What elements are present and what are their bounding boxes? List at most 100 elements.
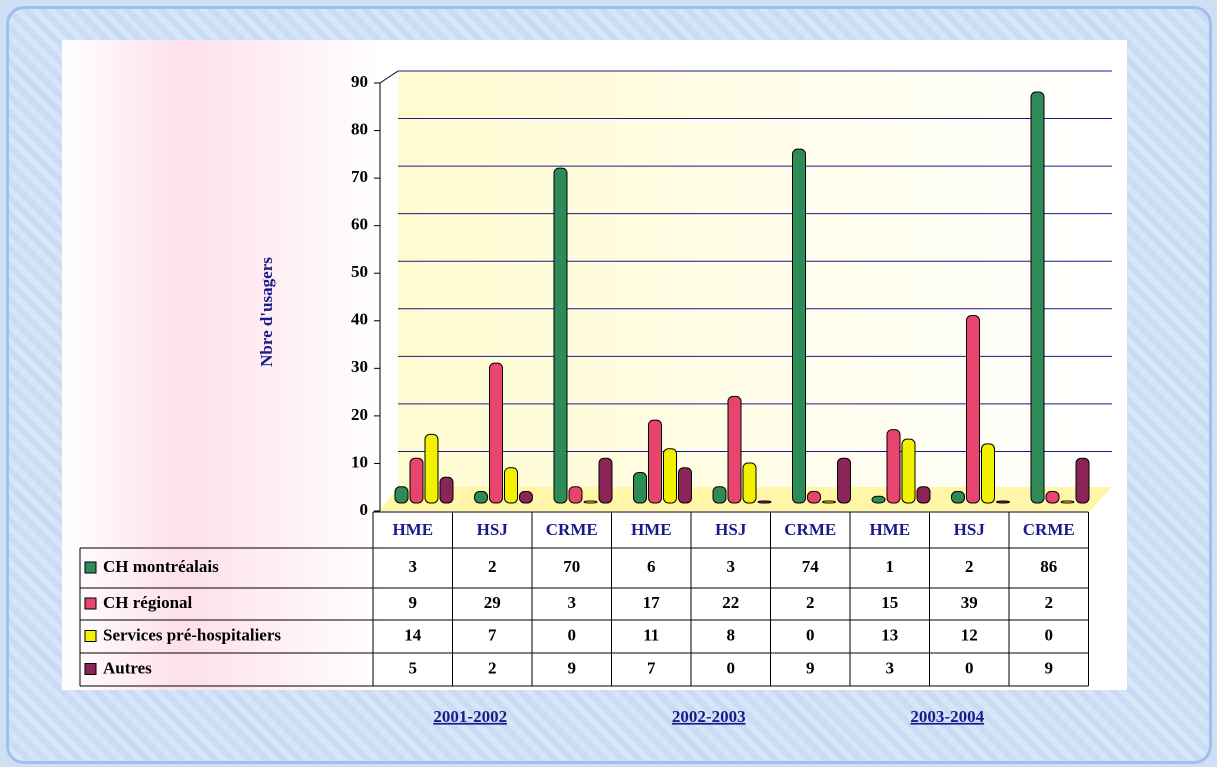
bar bbox=[489, 362, 503, 504]
table-cell: 3 bbox=[409, 557, 418, 576]
y-tick-label: 40 bbox=[351, 310, 368, 329]
table-cell: 9 bbox=[1045, 658, 1054, 677]
bar bbox=[886, 429, 901, 504]
table-cell: 2 bbox=[965, 557, 974, 576]
table-cell: 0 bbox=[1045, 625, 1054, 644]
bar bbox=[553, 167, 568, 504]
table-cell: 29 bbox=[484, 593, 501, 612]
table-cell: 3 bbox=[886, 658, 895, 677]
bar bbox=[757, 500, 772, 504]
wall-edge bbox=[379, 70, 399, 84]
bar bbox=[394, 486, 409, 504]
group-label: 2001-2002 bbox=[433, 707, 507, 726]
bar bbox=[474, 490, 488, 504]
bar bbox=[822, 500, 836, 504]
x-tick-label: HME bbox=[392, 520, 433, 539]
group-label: 2002-2003 bbox=[672, 707, 746, 726]
table-cell: 0 bbox=[727, 658, 736, 677]
x-tick-label: HME bbox=[631, 520, 672, 539]
table-cell: 11 bbox=[643, 625, 659, 644]
bar bbox=[916, 486, 931, 504]
bar bbox=[996, 500, 1010, 504]
legend-label: Autres bbox=[103, 658, 152, 677]
table-cell: 0 bbox=[806, 625, 815, 644]
bar bbox=[648, 419, 662, 504]
bar bbox=[727, 395, 742, 504]
table-cell: 22 bbox=[722, 593, 739, 612]
table-cell: 15 bbox=[881, 593, 898, 612]
legend-swatch bbox=[84, 663, 97, 675]
table-cell: 74 bbox=[802, 557, 820, 576]
table-cell: 13 bbox=[881, 625, 898, 644]
table-cell: 7 bbox=[647, 658, 656, 677]
table-cell: 9 bbox=[568, 658, 577, 677]
table-cell: 12 bbox=[961, 625, 978, 644]
y-tick-label: 50 bbox=[351, 262, 368, 281]
bar bbox=[712, 486, 727, 504]
legend-swatch bbox=[84, 597, 97, 610]
table-cell: 9 bbox=[806, 658, 815, 677]
bar bbox=[519, 490, 533, 504]
bar bbox=[807, 490, 821, 504]
bar bbox=[633, 471, 647, 504]
table-cell: 2 bbox=[488, 557, 497, 576]
bar bbox=[439, 476, 454, 504]
table-cell: 0 bbox=[568, 625, 577, 644]
back-wall bbox=[398, 71, 1112, 487]
legend-label: CH montréalais bbox=[103, 557, 219, 576]
table-cell: 0 bbox=[965, 658, 974, 677]
bar bbox=[424, 433, 439, 504]
bar bbox=[981, 443, 995, 504]
x-tick-label: HME bbox=[869, 520, 910, 539]
bar bbox=[1030, 91, 1045, 504]
table-cell: 14 bbox=[404, 625, 422, 644]
legend-label: CH régional bbox=[103, 593, 193, 612]
bar bbox=[663, 448, 677, 504]
x-tick-label: HSJ bbox=[715, 520, 747, 539]
y-tick-label: 10 bbox=[351, 452, 368, 471]
table-cell: 5 bbox=[409, 658, 418, 677]
bar bbox=[901, 438, 916, 504]
y-tick-label: 80 bbox=[351, 119, 368, 138]
table-cell: 6 bbox=[647, 557, 656, 576]
bar bbox=[583, 500, 598, 504]
table-cell: 7 bbox=[488, 625, 497, 644]
bar bbox=[598, 457, 613, 504]
table-cell: 3 bbox=[568, 593, 577, 612]
legend-label: Services pré-hospitaliers bbox=[103, 625, 281, 644]
bar bbox=[837, 457, 851, 504]
bar bbox=[1060, 500, 1075, 504]
legend-swatch bbox=[84, 561, 97, 574]
x-tick-label: HSJ bbox=[954, 520, 986, 539]
bar bbox=[871, 495, 886, 504]
y-tick-label: 70 bbox=[351, 167, 368, 186]
y-tick-label: 60 bbox=[351, 215, 368, 234]
table-cell: 9 bbox=[409, 593, 418, 612]
bar bbox=[1075, 457, 1090, 504]
bar bbox=[568, 486, 583, 504]
x-tick-label: CRME bbox=[546, 520, 598, 539]
table-cell: 2 bbox=[488, 658, 497, 677]
x-tick-label: HSJ bbox=[477, 520, 509, 539]
bar bbox=[504, 467, 518, 504]
y-tick-label: 20 bbox=[351, 405, 368, 424]
table-cell: 1 bbox=[886, 557, 895, 576]
y-tick-label: 90 bbox=[351, 72, 368, 91]
group-label: 2003-2004 bbox=[910, 707, 984, 726]
bar bbox=[678, 467, 692, 504]
y-axis-label: Nbre d'usagers bbox=[257, 257, 276, 367]
bar bbox=[1045, 490, 1060, 504]
bar bbox=[951, 490, 965, 504]
x-tick-label: CRME bbox=[1023, 520, 1075, 539]
y-tick-label: 30 bbox=[351, 357, 368, 376]
bar bbox=[742, 462, 757, 504]
table-cell: 17 bbox=[643, 593, 661, 612]
x-tick-label: CRME bbox=[784, 520, 836, 539]
table-cell: 2 bbox=[1045, 593, 1054, 612]
y-tick-label: 0 bbox=[360, 500, 369, 519]
bar bbox=[409, 457, 424, 504]
bar bbox=[966, 315, 980, 504]
bar bbox=[792, 148, 806, 504]
table-cell: 70 bbox=[563, 557, 580, 576]
